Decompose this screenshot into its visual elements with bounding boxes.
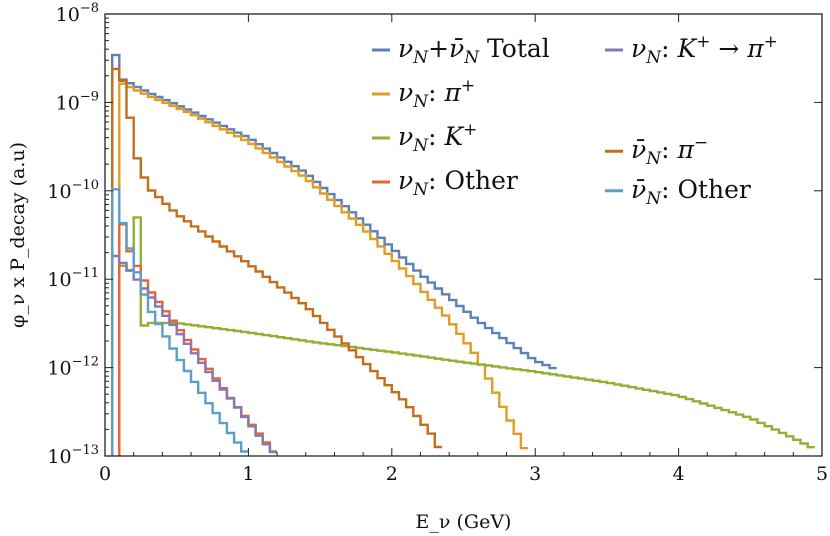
x-axis-label: E_ν (GeV) <box>416 511 512 533</box>
x-tick-label: 1 <box>242 463 254 485</box>
y-tick-label: 10−10 <box>47 178 99 203</box>
series-line-1 <box>118 82 528 456</box>
y-tick-label: 10−12 <box>47 355 99 380</box>
x-tick-label: 2 <box>386 463 398 485</box>
x-axis: 0 1 2 3 4 5 <box>99 14 828 485</box>
y-tick-label: 10−11 <box>47 266 99 291</box>
y-axis: 10−13 10−12 10−11 10−10 10−9 10−8 <box>47 1 822 468</box>
plot-frame <box>104 13 823 457</box>
legend-label: νN+ν̄N Total <box>398 34 550 68</box>
series-line-6 <box>111 188 249 456</box>
legend: νN+ν̄N Total νN: π+ νN: K+ νN: Other νN: K+ … <box>372 32 778 209</box>
legend-label: νN: K+ → π+ <box>631 32 778 68</box>
series-layer <box>111 53 815 456</box>
legend-label: νN: π+ <box>398 76 475 112</box>
legend-label: ν̄N: π− <box>631 133 708 169</box>
legend-label: νN: Other <box>398 166 518 200</box>
y-tick-label: 10−8 <box>56 1 99 26</box>
legend-label: νN: K+ <box>398 120 477 156</box>
y-axis-label: φ_ν x P_decay (a.u) <box>7 142 29 328</box>
series-line-2 <box>118 216 815 456</box>
x-tick-label: 0 <box>99 463 111 485</box>
y-tick-label: 10−13 <box>47 443 99 468</box>
series-line-5 <box>111 67 442 456</box>
series-line-3 <box>118 223 278 456</box>
x-tick-label: 3 <box>529 463 541 485</box>
series-line-4 <box>111 254 278 456</box>
legend-label: ν̄N: Other <box>631 175 751 209</box>
y-tick-label: 10−9 <box>56 89 99 114</box>
x-tick-label: 4 <box>673 463 685 485</box>
x-tick-label: 5 <box>816 463 828 485</box>
series-line-0 <box>111 53 557 456</box>
